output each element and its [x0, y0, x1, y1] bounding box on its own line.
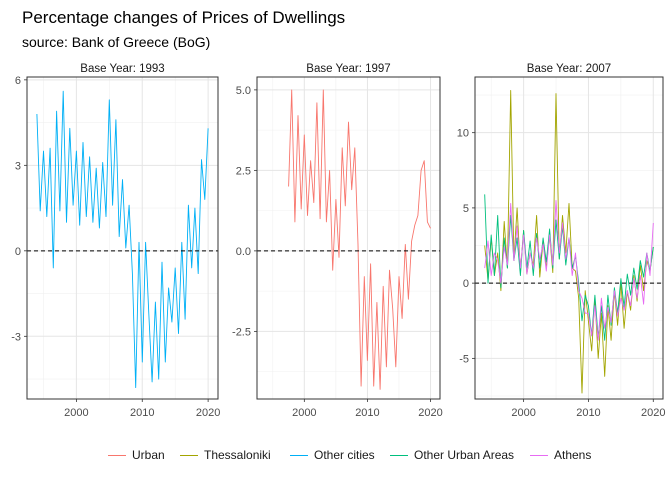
- legend-label: Thessaloniki: [204, 448, 271, 462]
- y-tick-label: 5: [463, 203, 469, 215]
- legend-label: Other Urban Areas: [414, 448, 515, 462]
- y-tick-label: 3: [15, 160, 21, 172]
- y-tick-label: -5: [459, 353, 469, 365]
- legend-item-other-urban-areas: Other Urban Areas: [390, 446, 514, 464]
- facet-panel: Base Year: 2007 -5 0 5 10 2000 2010 2020: [457, 63, 666, 419]
- legend-key: [290, 454, 308, 456]
- legend-key: [180, 454, 198, 456]
- y-tick-label: -3: [11, 331, 21, 343]
- legend-key: [108, 454, 126, 456]
- series-line-thessaloniki: [484, 90, 654, 394]
- panel-border: [256, 76, 441, 400]
- legend-item-urban: Urban: [108, 446, 165, 464]
- y-tick-label: 2.5: [236, 165, 251, 177]
- legend-key: [390, 454, 408, 456]
- y-tick-label: 10: [457, 128, 469, 140]
- facet-title: Base Year: 1993: [80, 63, 164, 75]
- facet-panel: Base Year: 1997 -2.5 0.0 2.5 5.0 2000 2010 2020: [232, 63, 443, 419]
- y-tick-label: 0: [463, 278, 469, 290]
- facet-title: Base Year: 1997: [306, 63, 390, 75]
- x-tick-label: 2020: [418, 407, 442, 419]
- legend-label: Other cities: [314, 448, 375, 462]
- chart-subtitle: source: Bank of Greece (BoG): [22, 34, 211, 50]
- legend-key: [530, 454, 548, 456]
- legend: Urban Thessaloniki Other cities Other Ur…: [0, 446, 672, 464]
- series-line-athens: [484, 199, 654, 341]
- y-tick-label: 0: [15, 246, 21, 258]
- x-tick-label: 2010: [130, 407, 154, 419]
- legend-label: Athens: [554, 448, 592, 462]
- x-tick-label: 2000: [511, 407, 535, 419]
- y-tick-label: -2.5: [232, 326, 251, 338]
- x-tick-label: 2010: [576, 407, 600, 419]
- y-tick-label: 0.0: [236, 246, 251, 258]
- series-line-urban: [288, 89, 431, 390]
- facet-panel: Base Year: 1993 -3 0 3 6 2000 2010 2020: [11, 63, 220, 419]
- legend-item-other-cities: Other cities: [290, 446, 375, 464]
- panel-border: [26, 76, 219, 400]
- x-tick-label: 2020: [196, 407, 220, 419]
- facet-title: Base Year: 2007: [527, 63, 611, 75]
- x-tick-label: 2000: [292, 407, 316, 419]
- panel-border: [474, 76, 664, 400]
- x-tick-label: 2010: [355, 407, 379, 419]
- series-line-other-cities: [36, 90, 209, 389]
- x-tick-label: 2020: [641, 407, 665, 419]
- y-tick-label: 6: [15, 75, 21, 87]
- legend-label: Urban: [132, 448, 165, 462]
- legend-item-thessaloniki: Thessaloniki: [180, 446, 271, 464]
- y-tick-label: 5.0: [236, 85, 251, 97]
- chart-title: Percentage changes of Prices of Dwelling…: [22, 8, 346, 27]
- legend-item-athens: Athens: [530, 446, 591, 464]
- x-tick-label: 2000: [64, 407, 88, 419]
